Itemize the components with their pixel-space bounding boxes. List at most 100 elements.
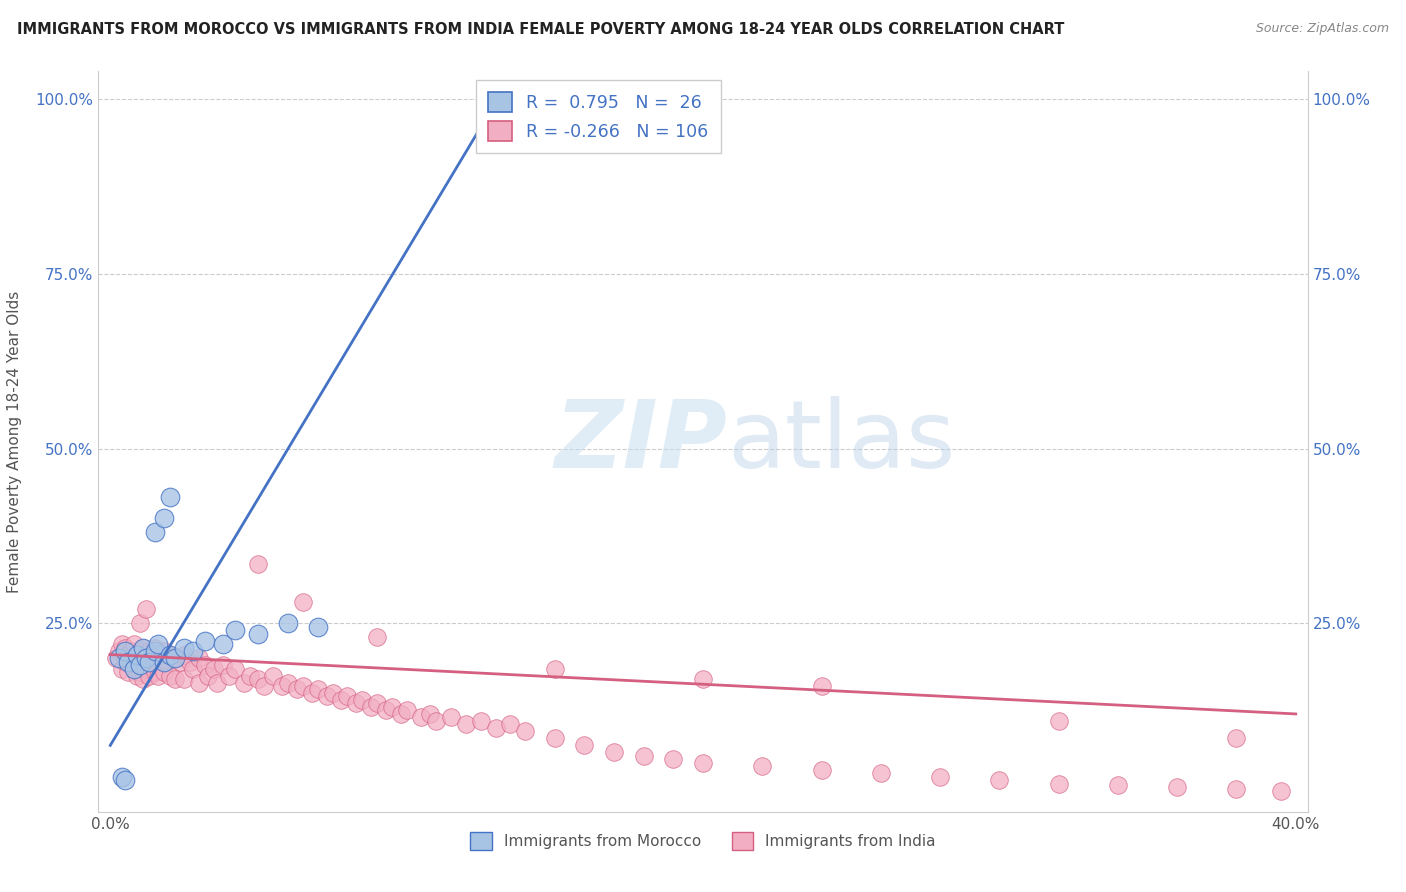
Point xyxy=(322,686,344,700)
Point xyxy=(138,644,160,658)
Point xyxy=(1225,731,1247,746)
Point xyxy=(336,690,359,704)
Point xyxy=(152,644,174,658)
Point xyxy=(662,752,685,766)
Point xyxy=(929,770,952,784)
Point xyxy=(138,668,160,682)
Point xyxy=(143,525,166,540)
Point xyxy=(159,668,181,682)
Point xyxy=(135,648,157,662)
Point xyxy=(1166,780,1188,795)
Point xyxy=(202,661,225,675)
Point xyxy=(285,682,308,697)
Point xyxy=(129,665,152,679)
Point xyxy=(224,661,246,675)
Point xyxy=(117,665,139,679)
Point xyxy=(122,637,145,651)
Point xyxy=(173,672,195,686)
Text: Source: ZipAtlas.com: Source: ZipAtlas.com xyxy=(1256,22,1389,36)
Point xyxy=(152,655,174,669)
Y-axis label: Female Poverty Among 18-24 Year Olds: Female Poverty Among 18-24 Year Olds xyxy=(7,291,21,592)
Legend: Immigrants from Morocco, Immigrants from India: Immigrants from Morocco, Immigrants from… xyxy=(464,826,942,856)
Point xyxy=(181,661,204,675)
Point xyxy=(108,651,131,665)
Point xyxy=(411,710,433,724)
Point xyxy=(159,648,181,662)
Point xyxy=(344,697,367,711)
Point xyxy=(389,706,412,721)
Point xyxy=(692,672,714,686)
Point xyxy=(360,700,382,714)
Point xyxy=(425,714,447,728)
Point xyxy=(152,511,174,525)
Point xyxy=(194,633,217,648)
Point xyxy=(165,651,187,665)
Point xyxy=(114,640,136,655)
Point xyxy=(135,602,157,616)
Point xyxy=(117,655,139,669)
Point xyxy=(129,644,152,658)
Point xyxy=(271,679,294,693)
Point xyxy=(232,675,254,690)
Point xyxy=(188,651,211,665)
Point xyxy=(988,773,1011,788)
Point xyxy=(470,714,492,728)
Point xyxy=(212,658,235,673)
Point xyxy=(122,661,145,675)
Point xyxy=(291,679,314,693)
Point xyxy=(352,693,374,707)
Point xyxy=(301,686,323,700)
Point xyxy=(1107,778,1129,792)
Point xyxy=(149,651,172,665)
Point xyxy=(247,626,270,640)
Point xyxy=(111,661,134,675)
Point xyxy=(419,706,441,721)
Point xyxy=(603,745,626,759)
Point xyxy=(239,668,262,682)
Point xyxy=(146,637,169,651)
Point xyxy=(138,655,160,669)
Point xyxy=(484,721,506,735)
Text: IMMIGRANTS FROM MOROCCO VS IMMIGRANTS FROM INDIA FEMALE POVERTY AMONG 18-24 YEAR: IMMIGRANTS FROM MOROCCO VS IMMIGRANTS FR… xyxy=(17,22,1064,37)
Point xyxy=(143,665,166,679)
Point xyxy=(277,675,299,690)
Point xyxy=(751,759,773,773)
Point xyxy=(170,655,193,669)
Point xyxy=(484,92,506,106)
Point xyxy=(395,703,418,717)
Point xyxy=(179,655,201,669)
Point xyxy=(205,675,228,690)
Point xyxy=(194,658,217,673)
Point xyxy=(374,703,396,717)
Point xyxy=(155,655,177,669)
Point xyxy=(291,595,314,609)
Point xyxy=(1270,784,1292,798)
Point xyxy=(247,672,270,686)
Point xyxy=(165,651,187,665)
Point xyxy=(165,672,187,686)
Point xyxy=(1225,782,1247,797)
Point xyxy=(111,770,134,784)
Text: ZIP: ZIP xyxy=(554,395,727,488)
Point xyxy=(132,640,155,655)
Point xyxy=(129,658,152,673)
Text: atlas: atlas xyxy=(727,395,956,488)
Point xyxy=(544,731,567,746)
Point xyxy=(181,644,204,658)
Point xyxy=(108,644,131,658)
Point xyxy=(120,658,142,673)
Point xyxy=(188,675,211,690)
Point xyxy=(381,700,404,714)
Point xyxy=(114,655,136,669)
Point xyxy=(440,710,463,724)
Point xyxy=(810,763,832,777)
Point xyxy=(574,739,596,753)
Point xyxy=(146,648,169,662)
Point xyxy=(1047,714,1070,728)
Point xyxy=(117,648,139,662)
Point xyxy=(197,668,219,682)
Point xyxy=(499,717,522,731)
Point xyxy=(159,491,181,505)
Point xyxy=(330,693,353,707)
Point xyxy=(135,651,157,665)
